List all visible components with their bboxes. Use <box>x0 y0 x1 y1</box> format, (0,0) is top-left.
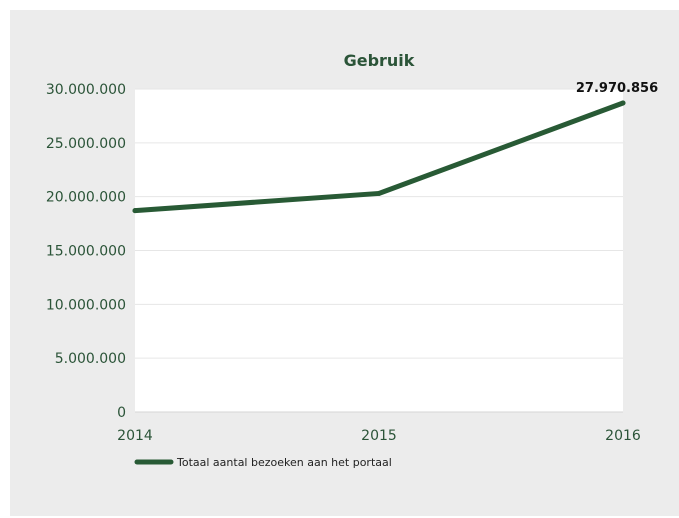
y-tick-label: 20.000.000 <box>46 190 126 206</box>
x-tick-label: 2014 <box>117 428 153 444</box>
legend-label: Totaal aantal bezoeken aan het portaal <box>176 456 392 469</box>
x-tick-label: 2016 <box>605 428 641 444</box>
y-tick-label: 25.000.000 <box>46 136 126 152</box>
x-tick-label: 2015 <box>361 428 397 444</box>
y-tick-label: 10.000.000 <box>46 297 126 313</box>
y-tick-label: 5.000.000 <box>55 351 126 367</box>
chart-title: Gebruik <box>344 51 415 70</box>
data-point <box>132 208 138 214</box>
x-axis: 2014 2015 2016 <box>117 428 641 444</box>
grid <box>135 88 623 413</box>
y-tick-label: 30.000.000 <box>46 82 126 98</box>
y-axis: 0 5.000.000 10.000.000 15.000.000 20.000.000… <box>46 82 126 421</box>
data-labels: 27.970.856 <box>576 81 658 96</box>
y-tick-label: 0 <box>117 405 126 421</box>
data-point <box>376 190 382 196</box>
legend: Totaal aantal bezoeken aan het portaal <box>134 456 392 469</box>
data-label: 27.970.856 <box>576 81 658 96</box>
data-point <box>620 100 626 106</box>
series <box>132 100 626 214</box>
y-tick-label: 15.000.000 <box>46 244 126 260</box>
